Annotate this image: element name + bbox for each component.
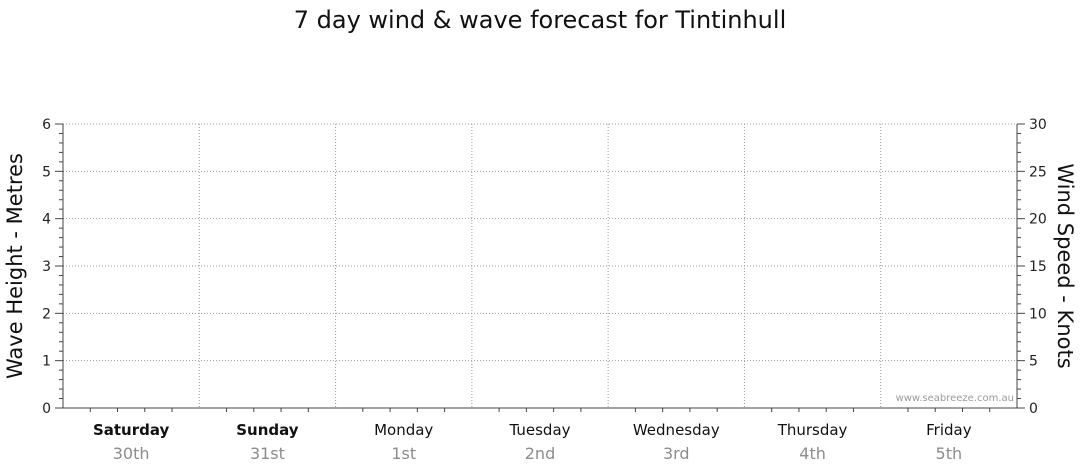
date-label: 31st [250, 444, 285, 463]
right-tick-label: 5 [1029, 354, 1038, 370]
left-tick-label: 5 [42, 164, 51, 180]
date-label: 3rd [663, 444, 690, 463]
date-label: 4th [799, 444, 826, 463]
day-label: Saturday [93, 421, 170, 439]
day-label: Monday [374, 421, 433, 439]
right-tick-label: 25 [1029, 164, 1047, 180]
day-label: Thursday [777, 421, 848, 439]
left-tick-label: 3 [42, 259, 51, 275]
chart-grid [63, 123, 1017, 408]
left-axis-title: Wave Height - Metres [3, 153, 27, 379]
left-tick-label: 1 [42, 354, 51, 370]
right-tick-label: 10 [1029, 306, 1047, 322]
right-tick-label: 30 [1029, 117, 1047, 133]
left-tick-label: 0 [42, 401, 51, 417]
date-label: 5th [936, 444, 963, 463]
day-label: Tuesday [508, 421, 570, 439]
day-labels: Saturday 30th Sunday 31st Monday 1st Tuesday 2n… [93, 421, 972, 463]
left-axis-ticks: 0 1 2 3 4 5 6 [42, 117, 63, 417]
date-label: 30th [113, 444, 150, 463]
date-label: 2nd [525, 444, 555, 463]
date-label: 1st [391, 444, 416, 463]
right-tick-label: 0 [1029, 401, 1038, 417]
day-label: Friday [926, 421, 972, 439]
chart-title: 7 day wind & wave forecast for Tintinhul… [293, 6, 787, 34]
day-label: Sunday [236, 421, 299, 439]
left-tick-label: 2 [42, 306, 51, 322]
right-axis-title: Wind Speed - Knots [1053, 163, 1077, 368]
watermark: www.seabreeze.com.au [896, 393, 1014, 404]
left-tick-label: 6 [42, 117, 51, 133]
chart-axes [62, 124, 1018, 412]
right-tick-label: 20 [1029, 212, 1047, 228]
left-tick-label: 4 [42, 212, 51, 228]
right-axis-ticks: 0 5 10 15 20 25 30 [1017, 117, 1047, 417]
right-tick-label: 15 [1029, 259, 1047, 275]
day-label: Wednesday [633, 421, 720, 439]
